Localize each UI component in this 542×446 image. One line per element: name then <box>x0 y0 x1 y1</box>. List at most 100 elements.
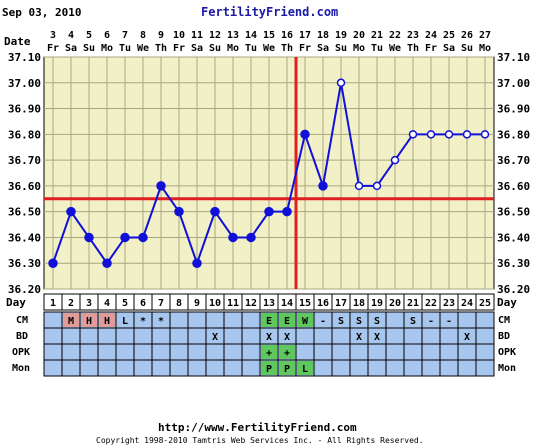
y-tick-label: 36.50 <box>8 206 41 219</box>
day-number: 23 <box>443 298 455 309</box>
mon-label-left: Mon <box>12 363 30 374</box>
weekday: Fr <box>425 43 437 54</box>
temperature-point <box>48 258 58 268</box>
cm-value: L <box>122 316 128 327</box>
day-number: 1 <box>50 298 56 309</box>
date-number: 22 <box>389 30 401 41</box>
day-number: 20 <box>389 298 401 309</box>
y-tick-label: 36.70 <box>497 154 530 167</box>
date-number: 18 <box>317 30 329 41</box>
day-number: 11 <box>227 298 239 309</box>
y-tick-label: 36.70 <box>8 154 41 167</box>
bd-value: X <box>266 332 272 343</box>
cell-highlight <box>99 313 115 327</box>
day-number: 12 <box>245 298 257 309</box>
weekday: Fr <box>47 43 59 54</box>
weekday: Sa <box>65 43 77 54</box>
weekday: Fr <box>299 43 311 54</box>
cm-value: - <box>446 316 452 327</box>
bd-value: X <box>356 332 362 343</box>
opk-label-right: OPK <box>498 347 516 358</box>
temperature-point <box>138 232 148 243</box>
temperature-point <box>318 181 328 191</box>
y-tick-label: 36.80 <box>497 128 530 141</box>
date-number: 5 <box>86 30 92 41</box>
cm-value: S <box>374 316 380 327</box>
cell-highlight <box>63 313 79 327</box>
temperature-point <box>390 155 400 165</box>
weekday: Tu <box>119 43 131 54</box>
date-number: 11 <box>191 30 203 41</box>
day-number: 4 <box>104 298 110 309</box>
y-tick-label: 36.60 <box>8 180 41 193</box>
date-row-label: Date <box>4 35 31 48</box>
y-tick-label: 36.90 <box>497 103 530 116</box>
cm-value: S <box>356 316 362 327</box>
weekday: We <box>137 43 149 54</box>
opk-value: + <box>266 348 272 359</box>
mon-value: L <box>302 364 308 375</box>
weekday: Mo <box>479 43 491 54</box>
weekday: Sa <box>443 43 455 54</box>
day-number: 6 <box>140 298 146 309</box>
temperature-point <box>210 206 220 217</box>
y-tick-label: 36.20 <box>8 283 41 296</box>
cell-highlight <box>279 313 295 327</box>
temperature-point <box>156 181 166 191</box>
cell-highlight <box>81 313 97 327</box>
cell-highlight <box>279 345 295 359</box>
cm-value: E <box>284 316 290 327</box>
y-tick-label: 36.30 <box>497 257 530 270</box>
observation-cells: 1 2 3 4 5 6 7 8 9 10 11 12 13 14 15 16 17 18 19 20 21 22 23 24 2… <box>50 298 491 375</box>
weekday: Su <box>335 43 347 54</box>
temperature-point <box>66 206 76 217</box>
temperature-point <box>408 130 418 139</box>
brand-title: FertilityFriend.com <box>201 5 338 19</box>
cm-value: - <box>428 316 434 327</box>
temperature-point <box>102 258 112 268</box>
day-number: 3 <box>86 298 92 309</box>
y-tick-label: 37.00 <box>8 77 41 90</box>
date-number: 13 <box>227 30 239 41</box>
date-number: 15 <box>263 30 275 41</box>
cell-highlight <box>261 345 277 359</box>
y-tick-label: 36.60 <box>497 180 530 193</box>
temperature-points <box>48 78 490 268</box>
cell-highlight <box>261 361 277 375</box>
date-number: 17 <box>299 30 311 41</box>
mon-value: P <box>284 364 290 375</box>
y-tick-label: 36.20 <box>497 283 530 296</box>
weekday: Sa <box>317 43 329 54</box>
temperature-point <box>246 232 256 243</box>
day-number: 24 <box>461 298 473 309</box>
date-number: 10 <box>173 30 185 41</box>
weekday: Fr <box>173 43 185 54</box>
temperature-point <box>120 232 130 243</box>
y-tick-label: 36.80 <box>8 128 41 141</box>
day-number: 14 <box>281 298 293 309</box>
day-number: 19 <box>371 298 383 309</box>
day-number: 8 <box>176 298 182 309</box>
footer-url[interactable]: http://www.FertilityFriend.com <box>158 421 357 434</box>
cm-value: S <box>410 316 416 327</box>
day-number: 17 <box>335 298 347 309</box>
date-number: 8 <box>140 30 146 41</box>
date-number: 20 <box>353 30 365 41</box>
date-number: 4 <box>68 30 74 41</box>
weekday: Th <box>155 43 167 54</box>
bd-value: X <box>374 332 380 343</box>
mon-value: P <box>266 364 272 375</box>
cm-value: M <box>68 316 74 327</box>
weekday: We <box>389 43 401 54</box>
cell-highlight <box>297 313 313 327</box>
opk-value: + <box>284 348 290 359</box>
y-tick-label: 36.40 <box>8 231 41 244</box>
cell-highlight <box>261 313 277 327</box>
temperature-point <box>192 258 202 268</box>
day-number: 10 <box>209 298 221 309</box>
y-tick-label: 36.30 <box>8 257 41 270</box>
bd-value: X <box>284 332 290 343</box>
date-number: 3 <box>50 30 56 41</box>
day-number: 18 <box>353 298 365 309</box>
